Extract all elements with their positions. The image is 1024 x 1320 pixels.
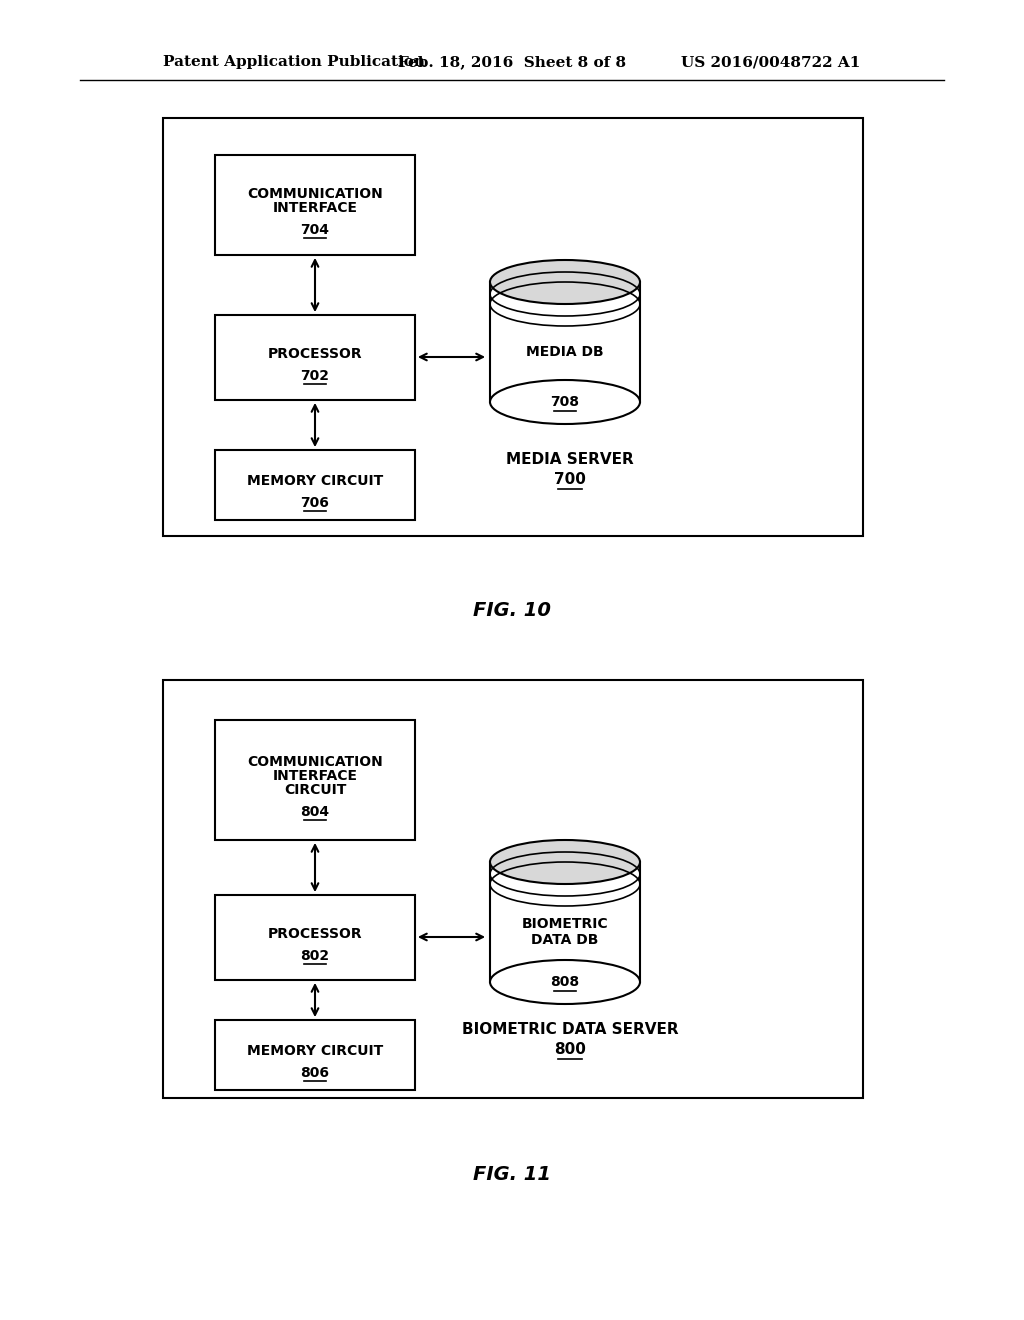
Text: 800: 800 — [554, 1043, 586, 1057]
Text: 706: 706 — [301, 496, 330, 510]
Text: US 2016/0048722 A1: US 2016/0048722 A1 — [681, 55, 860, 69]
Text: MEDIA DB: MEDIA DB — [526, 345, 604, 359]
Text: Patent Application Publication: Patent Application Publication — [163, 55, 425, 69]
Bar — [215, 315, 415, 400]
Bar — [490, 282, 640, 403]
Text: FIG. 11: FIG. 11 — [473, 1166, 551, 1184]
Bar — [215, 154, 415, 255]
Text: Feb. 18, 2016  Sheet 8 of 8: Feb. 18, 2016 Sheet 8 of 8 — [398, 55, 626, 69]
Ellipse shape — [490, 960, 640, 1005]
Bar — [215, 895, 415, 979]
Bar — [163, 680, 863, 1098]
Text: CIRCUIT: CIRCUIT — [284, 783, 346, 797]
Text: 802: 802 — [300, 949, 330, 962]
Text: BIOMETRIC: BIOMETRIC — [521, 917, 608, 932]
Text: PROCESSOR: PROCESSOR — [267, 346, 362, 360]
Text: 700: 700 — [554, 473, 586, 487]
Text: MEMORY CIRCUIT: MEMORY CIRCUIT — [247, 474, 383, 488]
Text: 806: 806 — [300, 1067, 330, 1080]
Bar — [215, 450, 415, 520]
Text: INTERFACE: INTERFACE — [272, 201, 357, 215]
Ellipse shape — [490, 260, 640, 304]
Text: INTERFACE: INTERFACE — [272, 770, 357, 783]
Text: 702: 702 — [300, 368, 330, 383]
Text: 708: 708 — [551, 395, 580, 409]
Bar — [215, 719, 415, 840]
Ellipse shape — [490, 380, 640, 424]
Text: COMMUNICATION: COMMUNICATION — [247, 755, 383, 770]
Text: MEMORY CIRCUIT: MEMORY CIRCUIT — [247, 1044, 383, 1059]
Text: BIOMETRIC DATA SERVER: BIOMETRIC DATA SERVER — [462, 1023, 678, 1038]
Text: COMMUNICATION: COMMUNICATION — [247, 187, 383, 201]
Bar — [163, 117, 863, 536]
Bar — [490, 862, 640, 982]
Text: PROCESSOR: PROCESSOR — [267, 927, 362, 940]
Text: MEDIA SERVER: MEDIA SERVER — [506, 453, 634, 467]
Text: FIG. 10: FIG. 10 — [473, 601, 551, 619]
Ellipse shape — [490, 840, 640, 884]
Text: 704: 704 — [300, 223, 330, 238]
Text: DATA DB: DATA DB — [531, 932, 599, 946]
Text: 808: 808 — [551, 975, 580, 989]
Bar — [215, 1020, 415, 1090]
Text: 804: 804 — [300, 805, 330, 818]
